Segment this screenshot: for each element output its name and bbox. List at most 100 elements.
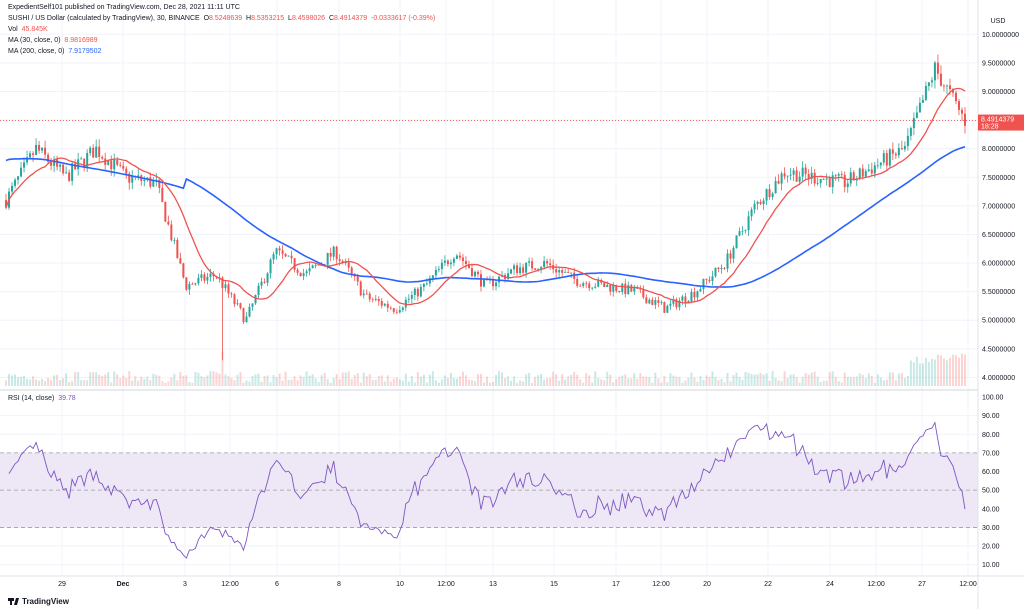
candle-body <box>666 305 669 313</box>
candle-body <box>350 267 353 274</box>
volume-bar <box>687 377 690 386</box>
candle-body <box>254 295 257 304</box>
candle-body <box>329 252 332 257</box>
candle-body <box>443 260 446 263</box>
ma30-legend: MA (30, close, 0) 8.9816989 <box>8 36 98 45</box>
volume-bar <box>314 378 317 386</box>
rsi-axis[interactable]: 100.00 90.00 80.00 70.00 60.00 50.00 40.00 30.0… <box>982 395 1004 570</box>
volume-bar <box>95 372 98 386</box>
symbol-legend: SUSHI / US Dollar (calculated by Trading… <box>8 14 435 23</box>
candle-body <box>122 165 125 169</box>
volume-bar <box>47 377 50 386</box>
candle-body <box>326 252 329 265</box>
volume-bar <box>317 382 320 386</box>
candle-body <box>615 285 618 291</box>
volume-bar <box>68 382 71 386</box>
candle-body <box>939 73 942 86</box>
volume-bar <box>915 356 918 386</box>
candle-body <box>278 248 281 251</box>
time-tick-label: 22 <box>764 581 772 588</box>
volume-bar <box>897 373 900 386</box>
candle-body <box>479 274 482 287</box>
volume-bar <box>38 380 41 386</box>
volume-bar <box>218 373 221 386</box>
candle-body <box>425 283 428 285</box>
volume-bar <box>807 374 810 386</box>
candle-body <box>603 282 606 287</box>
candle-body <box>702 278 705 290</box>
candle-body <box>657 300 660 303</box>
volume-bar <box>894 380 897 386</box>
candle-body <box>945 85 948 87</box>
candle-body <box>696 291 699 298</box>
candle-body <box>89 147 92 154</box>
volume-bar <box>606 371 609 386</box>
candle-body <box>266 273 269 283</box>
volume-bar <box>783 371 786 386</box>
volume-bar <box>624 374 627 386</box>
volume-bar <box>311 374 314 386</box>
close-label: C <box>328 15 334 22</box>
rsi-tick-label: 10.00 <box>982 562 1000 569</box>
candle-body <box>792 170 795 175</box>
time-tick-label: 12:00 <box>437 581 455 588</box>
candle-body <box>849 172 852 184</box>
price-axis[interactable]: 10.00000009.50000009.00000008.50000008.0… <box>982 32 1019 382</box>
volume-bar <box>350 379 353 386</box>
volume-bar <box>341 372 344 386</box>
price-tick-label: 5.0000000 <box>982 318 1015 325</box>
candle-body <box>368 293 371 300</box>
volume-bar <box>86 380 89 386</box>
candle-body <box>624 283 627 295</box>
candle-body <box>221 277 224 289</box>
candle-body <box>825 178 828 180</box>
candle-body <box>59 164 62 167</box>
volume-bar <box>56 374 59 386</box>
candle-body <box>467 264 470 269</box>
volume-bar <box>489 382 492 386</box>
volume-bar <box>765 373 768 386</box>
candle-body <box>101 157 104 159</box>
candle-body <box>549 263 552 266</box>
candle-body <box>20 167 23 177</box>
time-axis[interactable]: 29 Dec 3 12:00 6 8 10 12:00 13 15 17 12:00 20 22 24 12:… <box>58 581 977 588</box>
volume-bar <box>777 380 780 386</box>
candle-body <box>768 189 771 198</box>
candle-body <box>585 283 588 285</box>
volume-bar <box>170 377 173 386</box>
candle-body <box>446 260 449 265</box>
high-label: H <box>246 15 252 22</box>
volume-bar <box>302 376 305 386</box>
volume-bar <box>305 371 308 386</box>
candle-body <box>410 294 413 299</box>
candlesticks[interactable] <box>5 54 966 361</box>
candle-body <box>888 149 891 166</box>
candle-body <box>732 247 735 259</box>
volume-bar <box>443 375 446 386</box>
time-tick-label: 12:00 <box>221 581 239 588</box>
volume-bar <box>756 374 759 386</box>
candle-body <box>155 179 158 181</box>
candle-body <box>452 258 455 263</box>
candle-body <box>930 80 933 83</box>
volume-bar <box>278 373 281 386</box>
volume-bar <box>206 375 209 386</box>
tradingview-logo[interactable]: TradingView <box>8 597 69 606</box>
volume-bar <box>290 379 293 386</box>
candle-body <box>948 85 951 90</box>
candle-body <box>281 250 284 254</box>
time-tick-label: 10 <box>396 581 404 588</box>
volume-bar <box>729 381 732 386</box>
volume-bar <box>176 380 179 386</box>
volume-bar <box>107 371 110 386</box>
volume-bar <box>200 376 203 386</box>
volume-bar <box>681 382 684 386</box>
volume-bar <box>188 382 191 386</box>
candle-body <box>62 164 65 174</box>
ma200-legend: MA (200, close, 0) 7.9179502 <box>8 47 101 56</box>
volume-bar <box>182 375 185 386</box>
volume-bar <box>519 380 522 386</box>
candle-body <box>540 267 543 270</box>
candle-body <box>801 167 804 177</box>
